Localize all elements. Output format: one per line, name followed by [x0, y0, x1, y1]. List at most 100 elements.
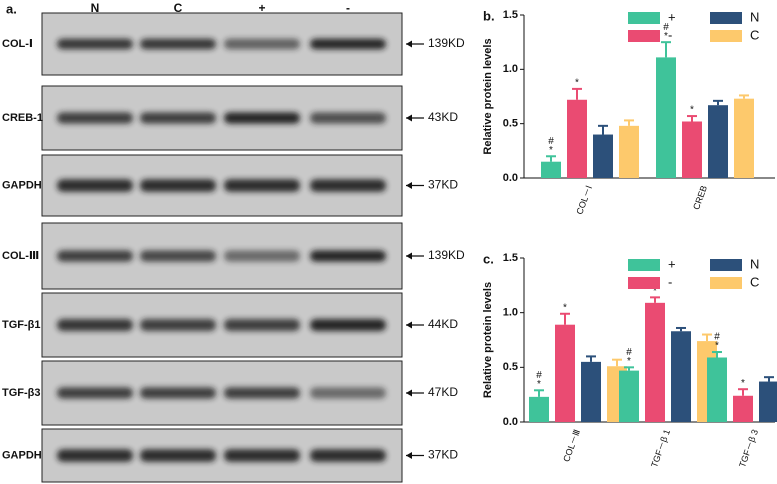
- y-tick-label: 1.5: [503, 252, 518, 264]
- y-tick-label: 0.0: [503, 416, 518, 428]
- size-label: 44KD: [428, 317, 458, 331]
- bar: [555, 324, 575, 422]
- bar: [593, 134, 613, 178]
- band: [57, 250, 133, 262]
- band: [57, 38, 133, 50]
- x-tick-label: COL－Ⅰ: [574, 184, 594, 216]
- legend-label: C: [750, 274, 759, 289]
- bar: [619, 125, 639, 178]
- significance-mark: *: [690, 105, 694, 116]
- band: [140, 179, 216, 192]
- legend-label: N: [750, 9, 759, 24]
- significance-mark: *: [664, 31, 668, 42]
- significance-mark: #: [663, 22, 669, 33]
- bar: [707, 357, 727, 422]
- size-label: 43KD: [428, 110, 458, 124]
- legend-label: +: [668, 9, 676, 24]
- lane-label: +: [258, 1, 265, 15]
- size-label: 47KD: [428, 385, 458, 399]
- significance-mark: *: [563, 302, 567, 313]
- bar: [581, 361, 601, 422]
- band: [224, 179, 300, 192]
- arrow-head: [406, 452, 412, 459]
- significance-mark: *: [537, 379, 541, 390]
- band: [310, 250, 386, 262]
- bar: [759, 381, 777, 422]
- band: [224, 319, 300, 331]
- bar: [645, 302, 665, 422]
- size-label: 139KD: [428, 36, 465, 50]
- bar: [567, 99, 587, 178]
- legend-swatch: [710, 277, 742, 289]
- bar: [619, 370, 639, 422]
- y-tick-label: 1.5: [503, 9, 518, 21]
- x-tick-label: TGF－β 1: [649, 428, 672, 469]
- legend-label: +: [668, 256, 676, 271]
- legend-swatch: [628, 12, 660, 24]
- legend-swatch: [628, 30, 660, 42]
- panel-label: a.: [6, 1, 17, 16]
- band: [310, 112, 386, 124]
- arrow-head: [406, 252, 412, 260]
- legend-label: N: [750, 256, 759, 271]
- size-label: 139KD: [428, 248, 465, 262]
- band: [140, 38, 216, 50]
- significance-mark: *: [653, 286, 657, 297]
- band: [224, 250, 300, 262]
- band: [57, 319, 133, 331]
- band: [224, 387, 300, 399]
- x-tick-label: COL－Ⅲ: [561, 428, 582, 463]
- bar: [541, 161, 561, 178]
- significance-mark: #: [548, 136, 554, 147]
- significance-mark: #: [536, 370, 542, 381]
- band: [310, 38, 386, 50]
- legend-label: C: [750, 27, 759, 42]
- arrow-head: [406, 389, 412, 397]
- y-tick-label: 1.0: [503, 63, 518, 75]
- lane-label: N: [91, 1, 100, 15]
- y-tick-label: 0.5: [503, 361, 518, 373]
- significance-mark: *: [741, 378, 745, 389]
- y-tick-label: 0.5: [503, 118, 518, 130]
- size-label: 37KD: [428, 178, 458, 192]
- row-label: GAPDH: [2, 449, 42, 461]
- arrow-head: [406, 182, 412, 189]
- legend-label: -: [668, 274, 672, 289]
- significance-mark: #: [626, 347, 632, 358]
- band: [310, 449, 386, 462]
- band: [140, 387, 216, 399]
- bar: [682, 121, 702, 178]
- y-axis-label: Relative protein levels: [482, 38, 494, 154]
- row-label: GAPDH: [2, 179, 42, 191]
- significance-mark: *: [549, 145, 553, 156]
- band: [140, 319, 216, 331]
- band: [310, 179, 386, 192]
- y-tick-label: 1.0: [503, 307, 518, 319]
- y-axis-label: Relative protein levels: [482, 282, 494, 398]
- legend-swatch: [710, 259, 742, 271]
- bar: [656, 57, 676, 178]
- band: [224, 449, 300, 462]
- band: [140, 112, 216, 124]
- lane-label: C: [174, 1, 183, 15]
- bar: [671, 331, 691, 422]
- arrow-head: [406, 40, 412, 48]
- significance-mark: *: [627, 356, 631, 367]
- band: [310, 387, 386, 399]
- significance-mark: #: [714, 332, 720, 343]
- arrow-head: [406, 321, 412, 329]
- size-label: 37KD: [428, 448, 458, 462]
- band: [140, 250, 216, 262]
- legend-swatch: [628, 277, 660, 289]
- arrow-head: [406, 114, 412, 122]
- legend-swatch: [628, 259, 660, 271]
- significance-mark: *: [575, 78, 579, 89]
- x-tick-label: CREB: [691, 184, 709, 211]
- band: [57, 387, 133, 399]
- lane-label: -: [346, 1, 350, 15]
- row-label: CREB-1: [2, 112, 43, 124]
- legend-swatch: [710, 30, 742, 42]
- x-tick-label: TGF－β 3: [737, 428, 760, 469]
- bar: [708, 105, 728, 178]
